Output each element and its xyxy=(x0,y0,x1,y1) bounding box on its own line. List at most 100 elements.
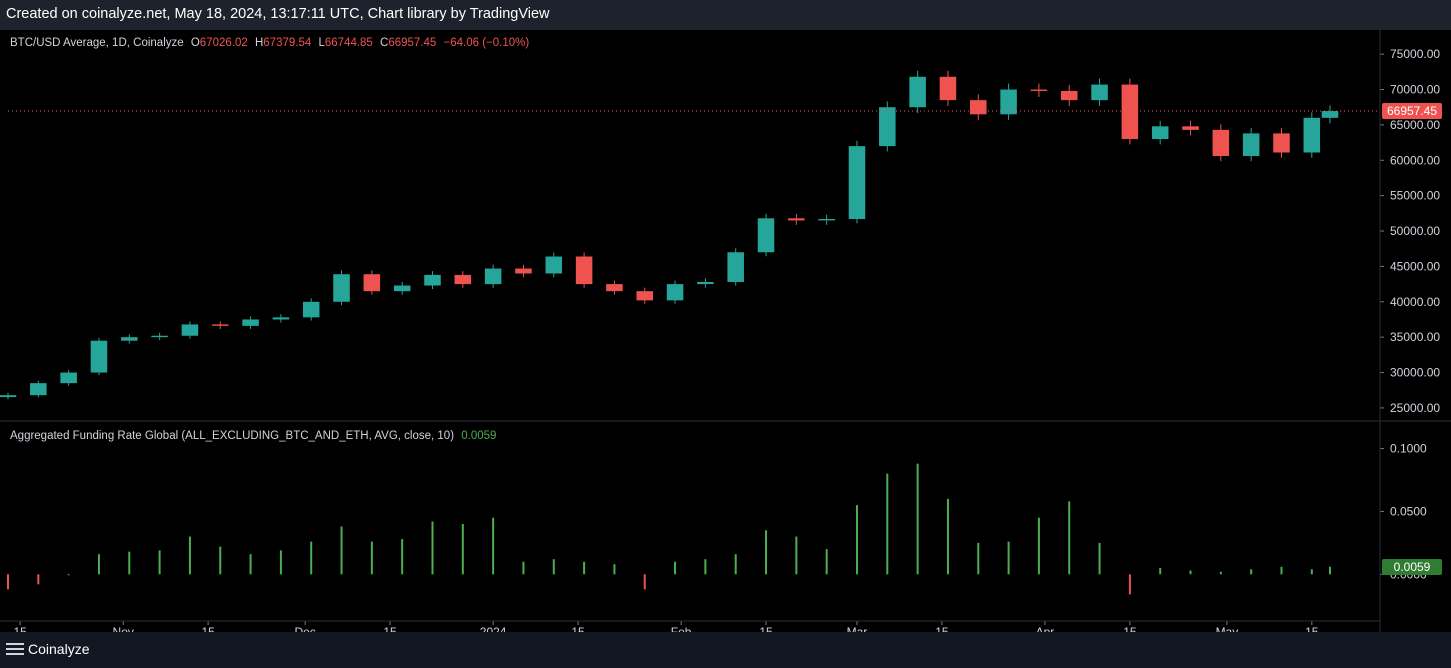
legend-open-label: O xyxy=(190,37,200,49)
funding-tick-label: 0.1000 xyxy=(1390,442,1427,456)
funding-bar xyxy=(765,530,768,575)
funding-bar xyxy=(401,539,404,575)
funding-bar xyxy=(886,473,889,575)
chart-header: Created on coinalyze.net, May 18, 2024, … xyxy=(0,0,1451,30)
legend-open: 67026.02 xyxy=(199,37,248,49)
candle-body xyxy=(606,284,623,292)
funding-bar xyxy=(128,551,131,575)
candle-body xyxy=(60,372,77,384)
funding-bar xyxy=(1250,569,1253,575)
funding-bar xyxy=(1329,566,1331,575)
funding-indicator-name: Aggregated Funding Rate Global (ALL_EXCL… xyxy=(10,430,455,442)
candle-body xyxy=(1182,126,1199,130)
candle-body xyxy=(515,268,532,274)
funding-bar xyxy=(613,564,616,575)
header-title: Created on coinalyze.net, May 18, 2024, … xyxy=(6,6,550,22)
funding-bar xyxy=(977,542,980,575)
candle-body xyxy=(818,219,835,221)
candle-body xyxy=(1060,90,1078,101)
funding-bar xyxy=(583,561,586,575)
funding-bar xyxy=(1098,542,1101,575)
price-candles xyxy=(0,70,1380,400)
funding-bar xyxy=(946,498,949,575)
funding-bar xyxy=(370,541,373,575)
funding-bar xyxy=(67,574,70,576)
candle-body xyxy=(1151,126,1169,140)
funding-bar xyxy=(1007,541,1010,575)
funding-bar xyxy=(795,536,798,575)
funding-bar xyxy=(431,521,434,575)
funding-bar xyxy=(522,561,525,575)
chart-footer: Coinalyze xyxy=(0,632,1451,668)
price-tick-label: 75000.00 xyxy=(1390,47,1440,61)
candle-body xyxy=(727,252,744,282)
price-tick-label: 60000.00 xyxy=(1390,153,1440,167)
footer-brand: Coinalyze xyxy=(28,641,90,657)
candle-body xyxy=(939,76,957,101)
legend-low-label: L xyxy=(318,37,325,49)
candle-body xyxy=(970,100,987,115)
candle-body xyxy=(1121,84,1139,140)
funding-bar xyxy=(37,574,40,585)
candle-body xyxy=(636,291,654,301)
funding-bar xyxy=(825,549,828,575)
candle-body xyxy=(0,395,17,398)
legend-close: 66957.45 xyxy=(388,37,437,49)
funding-bar xyxy=(1189,570,1192,575)
funding-bar xyxy=(461,524,464,575)
price-legend: BTC/USD Average, 1D, Coinalyze O67026.02… xyxy=(10,37,529,49)
candle-body xyxy=(454,274,472,285)
candle-body xyxy=(848,146,866,220)
funding-bar xyxy=(855,505,858,575)
candle-body xyxy=(879,107,896,147)
candle-body xyxy=(909,76,926,108)
candle-body xyxy=(424,274,441,286)
price-tick-label: 25000.00 xyxy=(1390,401,1440,415)
funding-bar xyxy=(552,559,555,575)
candle-body xyxy=(393,285,411,292)
funding-bar xyxy=(97,554,100,575)
funding-bar xyxy=(279,550,282,575)
candle-body xyxy=(666,284,684,301)
candle-body xyxy=(121,337,138,341)
funding-bar xyxy=(1128,574,1131,595)
price-tick-label: 40000.00 xyxy=(1390,295,1440,309)
funding-bar xyxy=(492,517,495,575)
funding-bar xyxy=(643,574,646,590)
candle-body xyxy=(333,274,350,302)
price-tick-label: 70000.00 xyxy=(1390,83,1440,97)
funding-bar xyxy=(1219,571,1222,575)
candle-body xyxy=(1000,89,1017,115)
legend-close-label: C xyxy=(380,37,389,49)
candle-body xyxy=(151,335,168,338)
candle-body xyxy=(545,256,563,274)
funding-bar xyxy=(1310,569,1313,575)
menu-icon[interactable] xyxy=(6,643,24,658)
funding-legend: Aggregated Funding Rate Global (ALL_EXCL… xyxy=(10,430,496,442)
funding-bar xyxy=(1068,501,1071,575)
candle-body xyxy=(272,317,290,320)
candle-body xyxy=(363,274,381,292)
price-tick-label: 50000.00 xyxy=(1390,224,1440,238)
candle-body xyxy=(1091,84,1108,101)
candle-body xyxy=(181,324,199,336)
funding-bar xyxy=(340,526,343,575)
candle-body xyxy=(1242,133,1260,157)
candle-body xyxy=(575,256,593,285)
legend-high: 67379.54 xyxy=(263,37,312,49)
candle-body xyxy=(302,301,320,318)
last-price-label: 66957.45 xyxy=(1386,104,1438,119)
funding-bar xyxy=(704,559,707,575)
funding-bar xyxy=(310,541,313,575)
candle-body xyxy=(1321,111,1339,118)
funding-bar xyxy=(7,574,9,590)
funding-bar xyxy=(916,463,919,575)
candle-body xyxy=(30,383,47,396)
legend-high-label: H xyxy=(254,37,264,49)
candle-body xyxy=(788,218,805,221)
candle-body xyxy=(484,268,502,285)
price-tick-label: 55000.00 xyxy=(1390,189,1440,203)
price-tick-label: 35000.00 xyxy=(1390,330,1440,344)
price-axis: 75000.00 70000.00 65000.00 60000.00 55000.00… xyxy=(1380,47,1440,415)
